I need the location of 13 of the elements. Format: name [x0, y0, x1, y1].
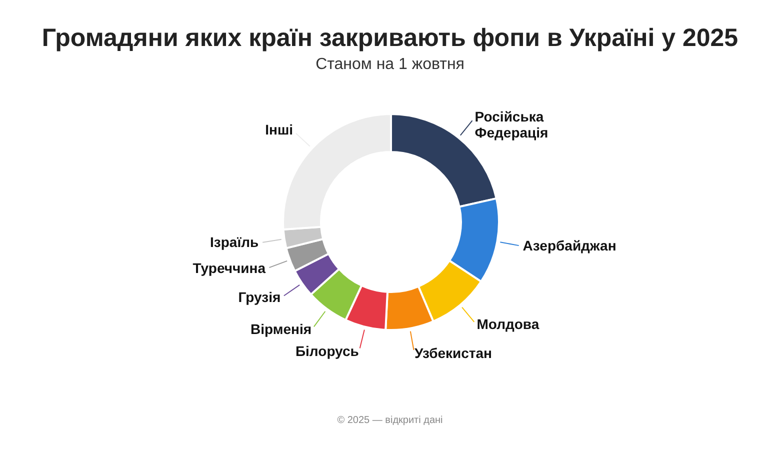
slice-label: Інші — [265, 122, 294, 138]
slice-label: Ізраїль — [210, 234, 260, 250]
slice-label: Молдова — [476, 316, 540, 332]
slice-label: Білорусь — [295, 343, 360, 360]
text: © 2025 — відкриті дані — [337, 415, 443, 426]
slice-label: Узбекистан — [414, 344, 492, 361]
chart-subtitle: Станом на 1 жовтня — [316, 56, 464, 73]
slice-label: Російська Федерація — [474, 108, 548, 140]
slice-label: Азербайджан — [522, 237, 616, 254]
slice-label: Вірменія — [250, 320, 312, 337]
chart-title: Громадяни яких країн закривають фопи в Україні у 2025 — [42, 24, 738, 52]
slice-label: Туреччина — [192, 260, 266, 276]
slice-label: Грузія — [238, 289, 281, 306]
